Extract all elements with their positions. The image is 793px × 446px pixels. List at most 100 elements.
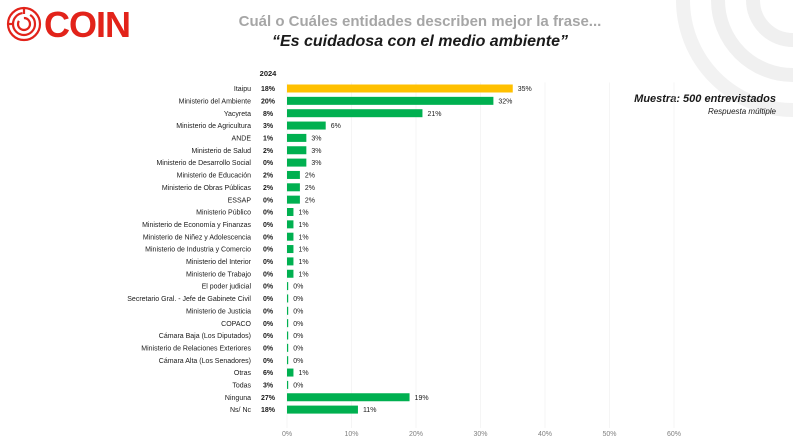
- bar: [287, 306, 289, 315]
- bar-value-label: 19%: [415, 395, 429, 402]
- bar: [287, 109, 423, 118]
- category-label: Itaipu: [234, 86, 251, 93]
- bar-value-label: 0%: [293, 358, 303, 365]
- year-value: 20%: [261, 98, 276, 105]
- category-label: Ministerio del Ambiente: [179, 98, 251, 105]
- category-label: ESSAP: [228, 197, 252, 204]
- category-label: Ministerio del Interior: [186, 259, 252, 266]
- bar-value-label: 32%: [498, 98, 512, 105]
- bar: [287, 170, 300, 179]
- bar: [287, 343, 289, 352]
- year-value: 0%: [263, 296, 274, 303]
- bar-value-label: 1%: [298, 259, 308, 266]
- year-value: 0%: [263, 210, 274, 217]
- category-label: ANDE: [232, 136, 252, 143]
- category-label: Ministerio de Justicia: [186, 308, 251, 315]
- bar: [287, 380, 289, 389]
- bar-value-label: 0%: [293, 383, 303, 390]
- year-value: 0%: [263, 160, 274, 167]
- bar-value-label: 0%: [293, 321, 303, 328]
- bar-value-label: 1%: [298, 247, 308, 254]
- category-label: Cámara Alta (Los Senadores): [159, 358, 251, 365]
- category-label: Ministerio de Obras Públicas: [162, 185, 252, 192]
- year-header: 2024: [260, 69, 278, 78]
- year-value: 3%: [263, 383, 274, 390]
- year-value: 0%: [263, 321, 274, 328]
- bar: [287, 294, 289, 303]
- category-label: El poder judicial: [202, 284, 252, 291]
- year-value: 0%: [263, 247, 274, 254]
- bar-value-label: 1%: [298, 271, 308, 278]
- bar-value-label: 6%: [331, 123, 341, 130]
- x-tick-label: 30%: [473, 431, 487, 438]
- bar: [287, 393, 410, 402]
- category-label: Ministerio de Relaciones Exteriores: [141, 345, 251, 352]
- category-label: Ministerio de Trabajo: [186, 271, 251, 278]
- category-label: Otras: [234, 370, 252, 377]
- bar: [287, 121, 326, 130]
- bar: [287, 257, 294, 266]
- bar-value-label: 35%: [518, 86, 532, 93]
- x-tick-label: 60%: [667, 431, 681, 438]
- year-value: 6%: [263, 370, 274, 377]
- year-value: 18%: [261, 407, 276, 414]
- category-label: Ns/ Nc: [230, 407, 252, 414]
- bar: [287, 133, 307, 142]
- bar-value-label: 11%: [363, 407, 377, 414]
- year-value: 0%: [263, 222, 274, 229]
- brand-maze-icon: [6, 6, 42, 42]
- x-tick-label: 50%: [602, 431, 616, 438]
- sample-size: Muestra: 500 entrevistados: [634, 93, 776, 105]
- bar: [287, 208, 294, 216]
- category-label: COPACO: [221, 321, 251, 328]
- bar: [287, 146, 307, 155]
- bar: [287, 405, 358, 414]
- category-label: Ministerio de Industria y Comercio: [145, 247, 251, 254]
- year-value: 0%: [263, 259, 274, 266]
- category-label: Ministerio Público: [196, 210, 251, 217]
- year-value: 18%: [261, 86, 276, 93]
- x-tick-label: 0%: [282, 431, 292, 438]
- bar: [287, 282, 289, 291]
- bar-value-label: 0%: [293, 333, 303, 340]
- year-value: 0%: [263, 197, 274, 204]
- bar-value-label: 1%: [298, 370, 308, 377]
- year-value: 1%: [263, 136, 274, 143]
- bar: [287, 232, 294, 241]
- year-value: 3%: [263, 123, 274, 130]
- year-value: 0%: [263, 345, 274, 352]
- bar: [287, 195, 300, 204]
- bar-value-label: 1%: [298, 210, 308, 217]
- bar: [287, 183, 300, 192]
- multiple-response-note: Respuesta múltiple: [707, 107, 776, 116]
- category-label: Ministerio de Niñez y Adolescencia: [143, 234, 251, 241]
- year-value: 27%: [261, 395, 276, 402]
- brand-name: COIN: [44, 4, 131, 45]
- x-tick-label: 10%: [344, 431, 358, 438]
- bar: [287, 331, 289, 340]
- year-value: 0%: [263, 308, 274, 315]
- bar: [287, 368, 294, 377]
- year-value: 2%: [263, 148, 274, 155]
- category-label: Yacyreta: [224, 111, 251, 118]
- bar-value-label: 3%: [311, 160, 321, 167]
- category-label: Ministerio de Educación: [177, 173, 251, 180]
- bar-value-label: 1%: [298, 234, 308, 241]
- year-value: 2%: [263, 185, 274, 192]
- year-value: 0%: [263, 234, 274, 241]
- bar-value-label: 2%: [305, 173, 315, 180]
- bar: [287, 158, 307, 167]
- x-tick-label: 20%: [409, 431, 423, 438]
- bar-value-label: 21%: [427, 111, 441, 118]
- bar: [287, 269, 294, 278]
- year-value: 2%: [263, 173, 274, 180]
- bar-value-label: 3%: [311, 148, 321, 155]
- chart-subtitle: “Es cuidadosa con el medio ambiente”: [271, 33, 569, 50]
- bar-value-label: 2%: [305, 185, 315, 192]
- year-value: 0%: [263, 333, 274, 340]
- bar: [287, 245, 294, 254]
- year-value: 0%: [263, 284, 274, 291]
- bar: [287, 96, 494, 105]
- category-label: Ministerio de Agricultura: [176, 123, 251, 130]
